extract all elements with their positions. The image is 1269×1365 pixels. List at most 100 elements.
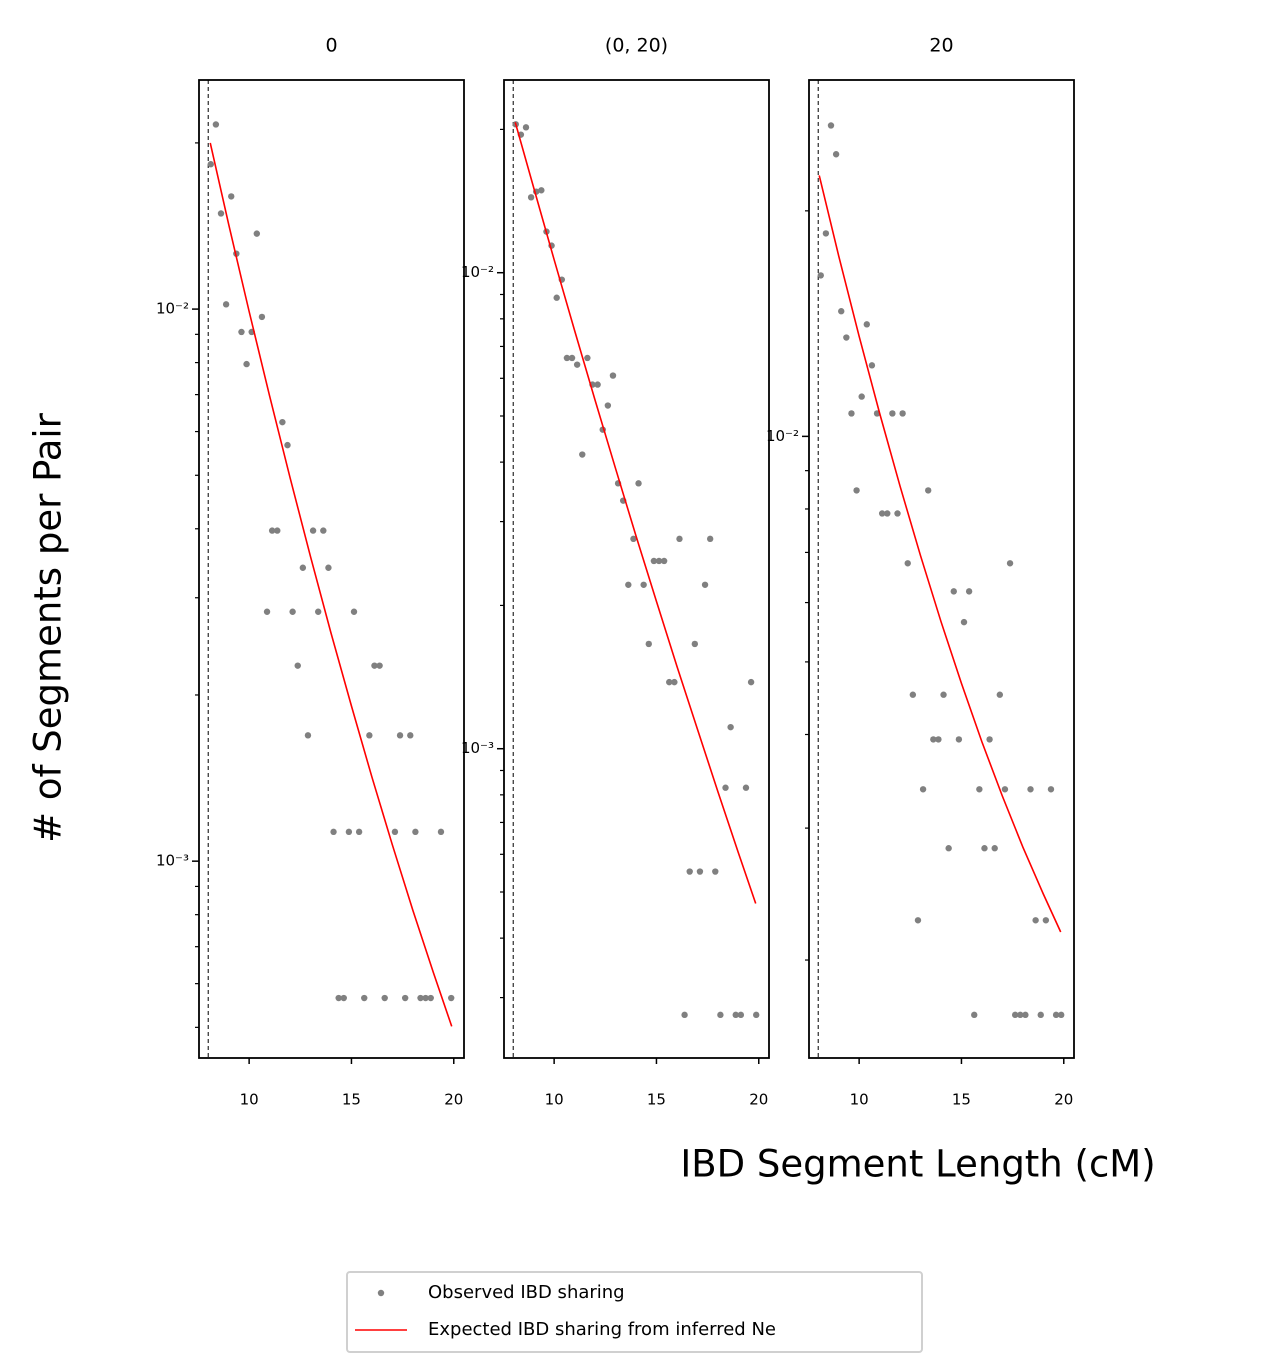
data-point (299, 564, 307, 571)
data-point (289, 608, 296, 615)
data-point (335, 994, 342, 1002)
subplot-title: 0 (325, 35, 337, 57)
data-point (1058, 1011, 1065, 1019)
x-tick-label: 10 (240, 1091, 259, 1109)
data-point (563, 354, 571, 362)
data-point (243, 360, 250, 368)
axes-frame (808, 79, 1075, 1059)
data-point (258, 313, 266, 321)
data-point (604, 402, 612, 409)
data-point (960, 618, 968, 626)
x-tick-label: 15 (342, 1091, 361, 1109)
data-point (858, 393, 865, 400)
data-point (914, 917, 922, 924)
data-point (207, 161, 214, 168)
legend-box (346, 1271, 923, 1353)
data-point (217, 210, 225, 217)
legend: Observed IBD sharing Expected IBD sharing… (346, 1271, 923, 1353)
data-point (1052, 1011, 1060, 1019)
data-point (722, 784, 729, 791)
data-point (878, 510, 886, 517)
axes-frame (198, 79, 465, 1059)
y-tick-label: 10⁻³ (461, 739, 494, 757)
fit-line (818, 175, 1062, 933)
data-point (396, 732, 404, 739)
data-point (696, 868, 704, 875)
data-point (681, 1011, 688, 1019)
data-point (919, 786, 927, 793)
data-point (1032, 917, 1039, 924)
data-point (827, 122, 835, 129)
data-point (304, 732, 312, 739)
data-point (625, 581, 632, 588)
data-point (222, 301, 230, 308)
data-point (609, 372, 617, 379)
data-point (904, 560, 911, 567)
data-point (279, 418, 286, 426)
data-point (381, 994, 388, 1002)
data-point (671, 678, 678, 686)
data-point (940, 691, 947, 698)
data-point (412, 828, 419, 836)
data-point (955, 736, 963, 743)
data-point (584, 354, 591, 362)
data-point (594, 381, 601, 388)
data-point (889, 410, 896, 417)
data-point (909, 691, 917, 698)
data-point (727, 723, 734, 731)
data-point (817, 272, 824, 279)
data-point (676, 535, 683, 543)
data-point (1011, 1011, 1019, 1019)
data-point (371, 662, 378, 669)
plot-area (817, 122, 1065, 1019)
data-point (991, 845, 998, 852)
data-point (747, 678, 755, 686)
data-point (976, 786, 983, 793)
data-point (228, 193, 235, 200)
data-point (330, 828, 337, 836)
axes-frame (503, 79, 770, 1059)
data-point (853, 487, 860, 494)
data-point (753, 1011, 760, 1019)
data-point (822, 230, 830, 237)
subplot-title: 20 (929, 35, 953, 57)
legend-label: Observed IBD sharing (428, 1282, 625, 1303)
data-point (1017, 1011, 1024, 1019)
data-point (868, 362, 876, 369)
data-point (924, 487, 932, 494)
x-tick-label: 20 (1054, 1091, 1073, 1109)
y-tick-label: 10⁻² (461, 263, 494, 281)
data-point (401, 994, 409, 1002)
data-point (630, 535, 637, 543)
data-point (971, 1011, 978, 1019)
data-point (981, 845, 988, 852)
data-point (691, 640, 699, 648)
data-point (950, 588, 957, 595)
legend-label: Expected IBD sharing from inferred Ne (428, 1319, 776, 1340)
subplot: 20 10 15 20 10⁻² (766, 35, 1075, 1109)
data-point (320, 527, 327, 534)
subplot-title: (0, 20) (605, 35, 668, 57)
data-point (309, 527, 317, 534)
data-point (350, 608, 358, 615)
data-point (1027, 786, 1034, 793)
data-point (1006, 560, 1014, 567)
subplot: 0 10 15 20 10⁻³ 10⁻² (156, 35, 465, 1109)
fit-line (209, 142, 453, 1027)
fit-line (514, 122, 757, 904)
x-tick-label: 20 (749, 1091, 768, 1109)
data-point (945, 845, 952, 852)
data-point (573, 361, 581, 368)
x-axis-label: IBD Segment Length (cM) (680, 1143, 1155, 1186)
data-point (263, 608, 271, 615)
data-point (666, 678, 673, 686)
data-point (325, 564, 332, 571)
y-axis-label: # of Segments per Pair (27, 412, 70, 843)
y-tick-label: 10⁻³ (156, 852, 189, 870)
data-point (1022, 1011, 1029, 1019)
data-point (417, 994, 424, 1002)
data-point (437, 828, 445, 836)
data-point (930, 736, 937, 743)
data-point (645, 640, 652, 648)
